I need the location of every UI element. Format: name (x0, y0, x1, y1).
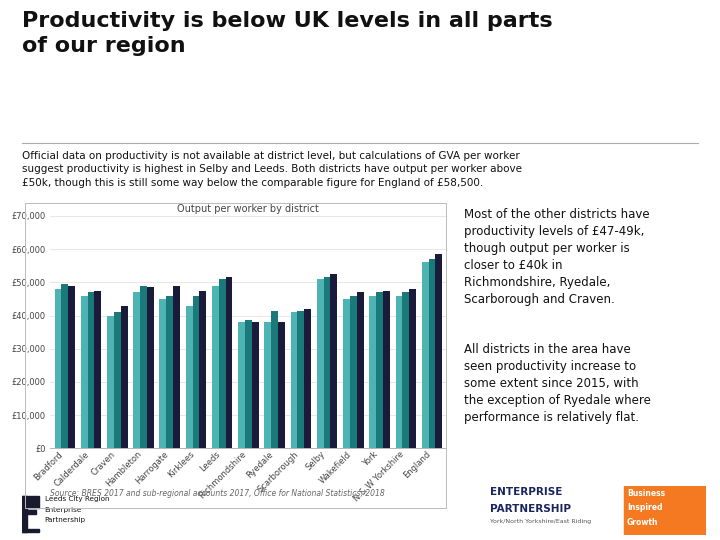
Text: Growth: Growth (626, 518, 658, 527)
Bar (160, 299, 166, 448)
Text: Source: BRES 2017 and sub-regional accounts 2017, Office for National Statistics: Source: BRES 2017 and sub-regional accou… (50, 489, 385, 498)
Text: PARTNERSHIP: PARTNERSHIP (490, 504, 571, 514)
Bar (166, 295, 173, 448)
Bar (212, 286, 219, 448)
Bar (121, 306, 127, 448)
Bar (219, 279, 225, 448)
Bar (88, 292, 94, 448)
Bar (22, 510, 36, 514)
Bar (376, 292, 383, 448)
Bar (324, 278, 330, 448)
Title: Output per worker by district: Output per worker by district (177, 204, 320, 214)
Bar (22, 529, 39, 532)
Bar (271, 310, 278, 448)
Bar (624, 486, 706, 535)
Bar (409, 289, 416, 448)
Bar (252, 322, 258, 448)
Bar (317, 279, 324, 448)
Bar (395, 295, 402, 448)
Bar (436, 254, 442, 448)
Bar (238, 322, 245, 448)
Bar (133, 292, 140, 448)
Bar (55, 289, 61, 448)
Bar (192, 295, 199, 448)
Bar (245, 321, 252, 448)
Bar (278, 322, 285, 448)
Bar (186, 306, 192, 448)
Text: Most of the other districts have
productivity levels of £47-49k,
though output p: Most of the other districts have product… (464, 208, 650, 306)
Text: Enterprise: Enterprise (45, 507, 82, 512)
Bar (369, 295, 376, 448)
Text: ENTERPRISE: ENTERPRISE (490, 488, 562, 497)
Bar (428, 259, 436, 448)
Bar (305, 309, 311, 448)
Bar (140, 286, 147, 448)
Bar (291, 312, 297, 448)
Bar (330, 274, 337, 448)
Bar (114, 312, 121, 448)
Bar (264, 322, 271, 448)
Bar (383, 291, 390, 448)
Text: Official data on productivity is not available at district level, but calculatio: Official data on productivity is not ava… (22, 151, 521, 187)
Bar (422, 262, 428, 448)
Bar (225, 278, 233, 448)
Text: Partnership: Partnership (45, 517, 86, 523)
Text: Productivity is below UK levels in all parts
of our region: Productivity is below UK levels in all p… (22, 11, 552, 56)
Bar (27, 500, 39, 508)
Text: Leeds City Region: Leeds City Region (45, 496, 109, 502)
Bar (147, 287, 154, 448)
Bar (350, 295, 356, 448)
Text: All districts in the area have
seen productivity increase to
some extent since 2: All districts in the area have seen prod… (464, 343, 652, 424)
Bar (107, 315, 114, 448)
Bar (22, 496, 39, 500)
Bar (173, 286, 180, 448)
Text: Business: Business (626, 489, 665, 498)
Text: Inspired: Inspired (626, 503, 662, 512)
Bar (343, 299, 350, 448)
Bar (94, 291, 102, 448)
Bar (356, 292, 364, 448)
Bar (297, 310, 305, 448)
Bar (81, 295, 88, 448)
Bar (402, 292, 409, 448)
Bar (22, 496, 27, 532)
Text: York/North Yorkshire/East Riding: York/North Yorkshire/East Riding (490, 518, 590, 524)
Bar (199, 291, 206, 448)
Bar (61, 284, 68, 448)
Bar (68, 286, 75, 448)
